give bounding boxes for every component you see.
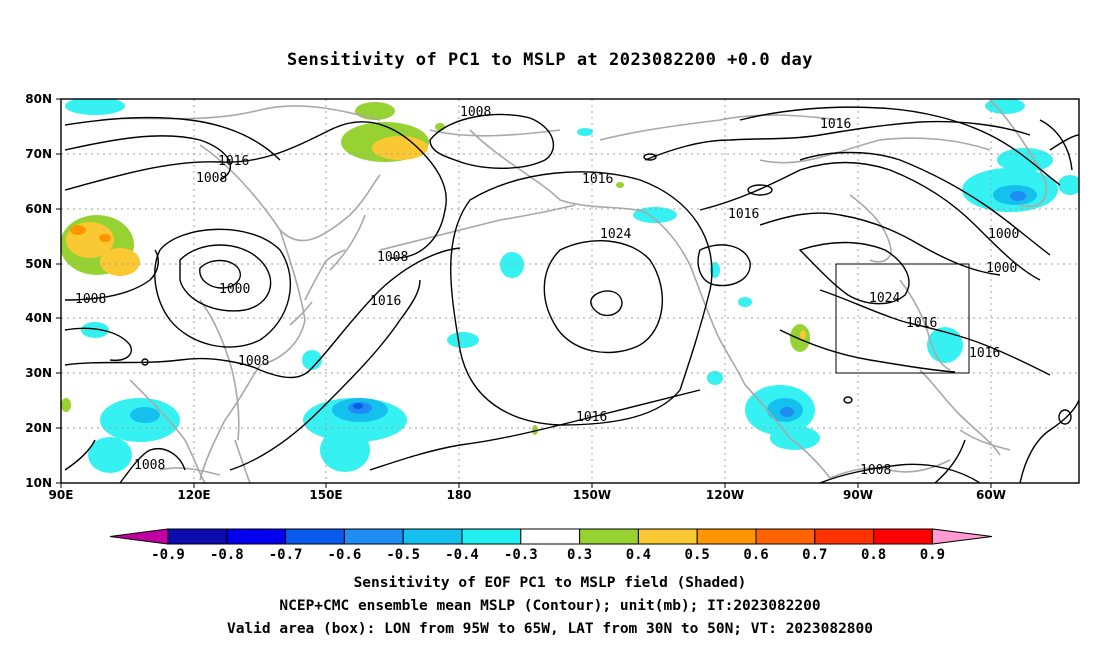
valid-area-box — [835, 263, 970, 374]
contour-label: 1000 — [986, 261, 1017, 276]
contour-label: 1008 — [134, 458, 165, 473]
colorbar-swatch — [873, 528, 933, 545]
contour-label: 1016 — [218, 154, 249, 169]
longitude-labels: 90E 120E 150E 180 150W 120W 90W 60W — [49, 488, 1006, 502]
colorbar-labels: -0.9 -0.8 -0.7 -0.6 -0.5 -0.4 -0.3 0.3 0.4 0.5 0.6… — [151, 547, 945, 563]
contour-label: 1008 — [75, 292, 106, 307]
lon-label: 120W — [706, 488, 744, 502]
contour-labels: 1008 1016 1008 1000 1008 1008 1008 1016 … — [75, 105, 1019, 478]
colorbar-tick-label: -0.6 — [328, 547, 362, 563]
lon-label: 90E — [49, 488, 74, 502]
colorbar-tick-label: -0.3 — [504, 547, 538, 563]
lat-label: 50N — [25, 257, 52, 271]
contour-label: 1024 — [869, 291, 900, 306]
colorbar-tick-label: -0.7 — [269, 547, 303, 563]
colorbar-swatch — [285, 528, 345, 545]
colorbar-tick-label: 0.6 — [743, 547, 768, 563]
contour-label: 1000 — [988, 227, 1019, 242]
lat-label: 20N — [25, 421, 52, 435]
colorbar-tick-label: 0.5 — [685, 547, 710, 563]
lon-label: 180 — [446, 488, 471, 502]
axis-ticks — [56, 98, 992, 488]
colorbar-swatch — [755, 528, 816, 545]
colorbar-tick-label: -0.9 — [151, 547, 185, 563]
colorbar-swatch — [226, 528, 287, 545]
lon-label: 150W — [573, 488, 611, 502]
lat-label: 10N — [25, 476, 52, 490]
lon-label: 60W — [976, 488, 1006, 502]
mslp-contours — [64, 106, 1079, 483]
contour-label: 1016 — [576, 410, 607, 425]
map-title: Sensitivity of PC1 to MSLP at 2023082200… — [286, 50, 813, 70]
colorbar-swatch — [167, 528, 228, 545]
lat-label: 40N — [25, 311, 52, 325]
map-frame — [60, 98, 1080, 484]
sensitivity-shading — [61, 99, 1079, 473]
colorbar-tick-label: 0.7 — [802, 547, 827, 563]
map-panel — [61, 99, 1079, 483]
caption-contour: NCEP+CMC ensemble mean MSLP (Contour); u… — [279, 598, 821, 614]
lon-label: 120E — [177, 488, 210, 502]
graticule — [61, 99, 1079, 483]
colorbar-right-arrow — [931, 528, 993, 545]
contour-label: 1000 — [219, 282, 250, 297]
contour-label: 1016 — [906, 316, 937, 331]
colorbar-tick-label: 0.3 — [567, 547, 592, 563]
contour-label: 1016 — [582, 172, 613, 187]
colorbar — [109, 528, 993, 545]
colorbar-tick-label: 0.9 — [920, 547, 945, 563]
caption-shading: Sensitivity of EOF PC1 to MSLP field (Sh… — [353, 575, 747, 591]
colorbar-tick-label: -0.5 — [386, 547, 420, 563]
coastlines — [99, 99, 1047, 483]
contour-label: 1008 — [860, 463, 891, 478]
colorbar-swatch — [637, 528, 698, 545]
lon-label: 150E — [309, 488, 342, 502]
colorbar-tick-label: 0.4 — [626, 547, 651, 563]
colorbar-left-arrow — [109, 528, 169, 545]
contour-label: 1016 — [728, 207, 759, 222]
colorbar-tick-label: 0.8 — [861, 547, 886, 563]
lon-label: 90W — [843, 488, 873, 502]
latitude-labels: 10N 20N 30N 40N 50N 60N 70N 80N — [25, 92, 52, 490]
contour-label: 1008 — [196, 171, 227, 186]
contour-label: 1016 — [820, 117, 851, 132]
contour-label: 1024 — [600, 227, 631, 242]
contour-label: 1016 — [969, 346, 1000, 361]
colorbar-swatch — [696, 528, 757, 545]
caption-valid-area: Valid area (box): LON from 95W to 65W, L… — [226, 621, 873, 637]
contour-label: 1008 — [460, 105, 491, 120]
colorbar-swatch — [579, 528, 639, 545]
lat-label: 30N — [25, 366, 52, 380]
colorbar-swatch — [814, 528, 875, 545]
colorbar-swatch — [520, 528, 581, 545]
contour-label: 1008 — [377, 250, 408, 265]
colorbar-swatch — [343, 528, 404, 545]
contour-label: 1016 — [370, 294, 401, 309]
colorbar-swatch — [402, 528, 463, 545]
colorbar-tick-label: -0.4 — [445, 547, 479, 563]
colorbar-tick-label: -0.8 — [210, 547, 244, 563]
colorbar-swatch — [461, 528, 522, 545]
lat-label: 70N — [25, 147, 52, 161]
contour-label: 1008 — [238, 354, 269, 369]
lat-label: 80N — [25, 92, 52, 106]
lat-label: 60N — [25, 202, 52, 216]
